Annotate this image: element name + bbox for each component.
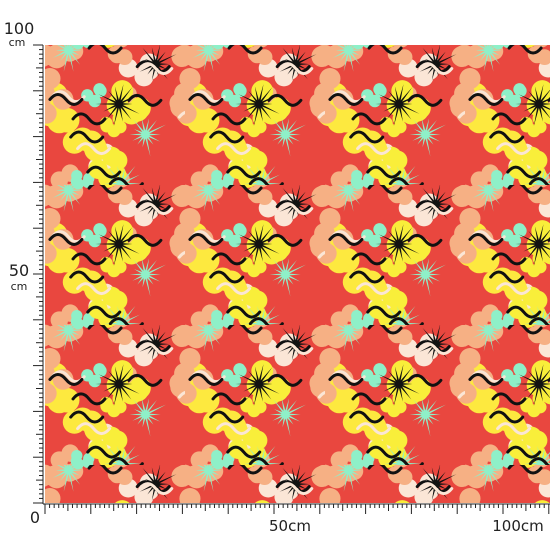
ruler-origin: 0: [30, 508, 40, 527]
ruler-label: 100cm: [492, 517, 544, 535]
ruler-unit: cm: [9, 36, 26, 49]
ruler-label: 100: [4, 19, 35, 38]
ruler-label: 50: [9, 261, 29, 280]
rulers: [33, 44, 550, 514]
ruler-unit: cm: [11, 280, 28, 293]
fabric-pattern: [45, 45, 550, 503]
ruler-label: 50cm: [269, 517, 311, 535]
